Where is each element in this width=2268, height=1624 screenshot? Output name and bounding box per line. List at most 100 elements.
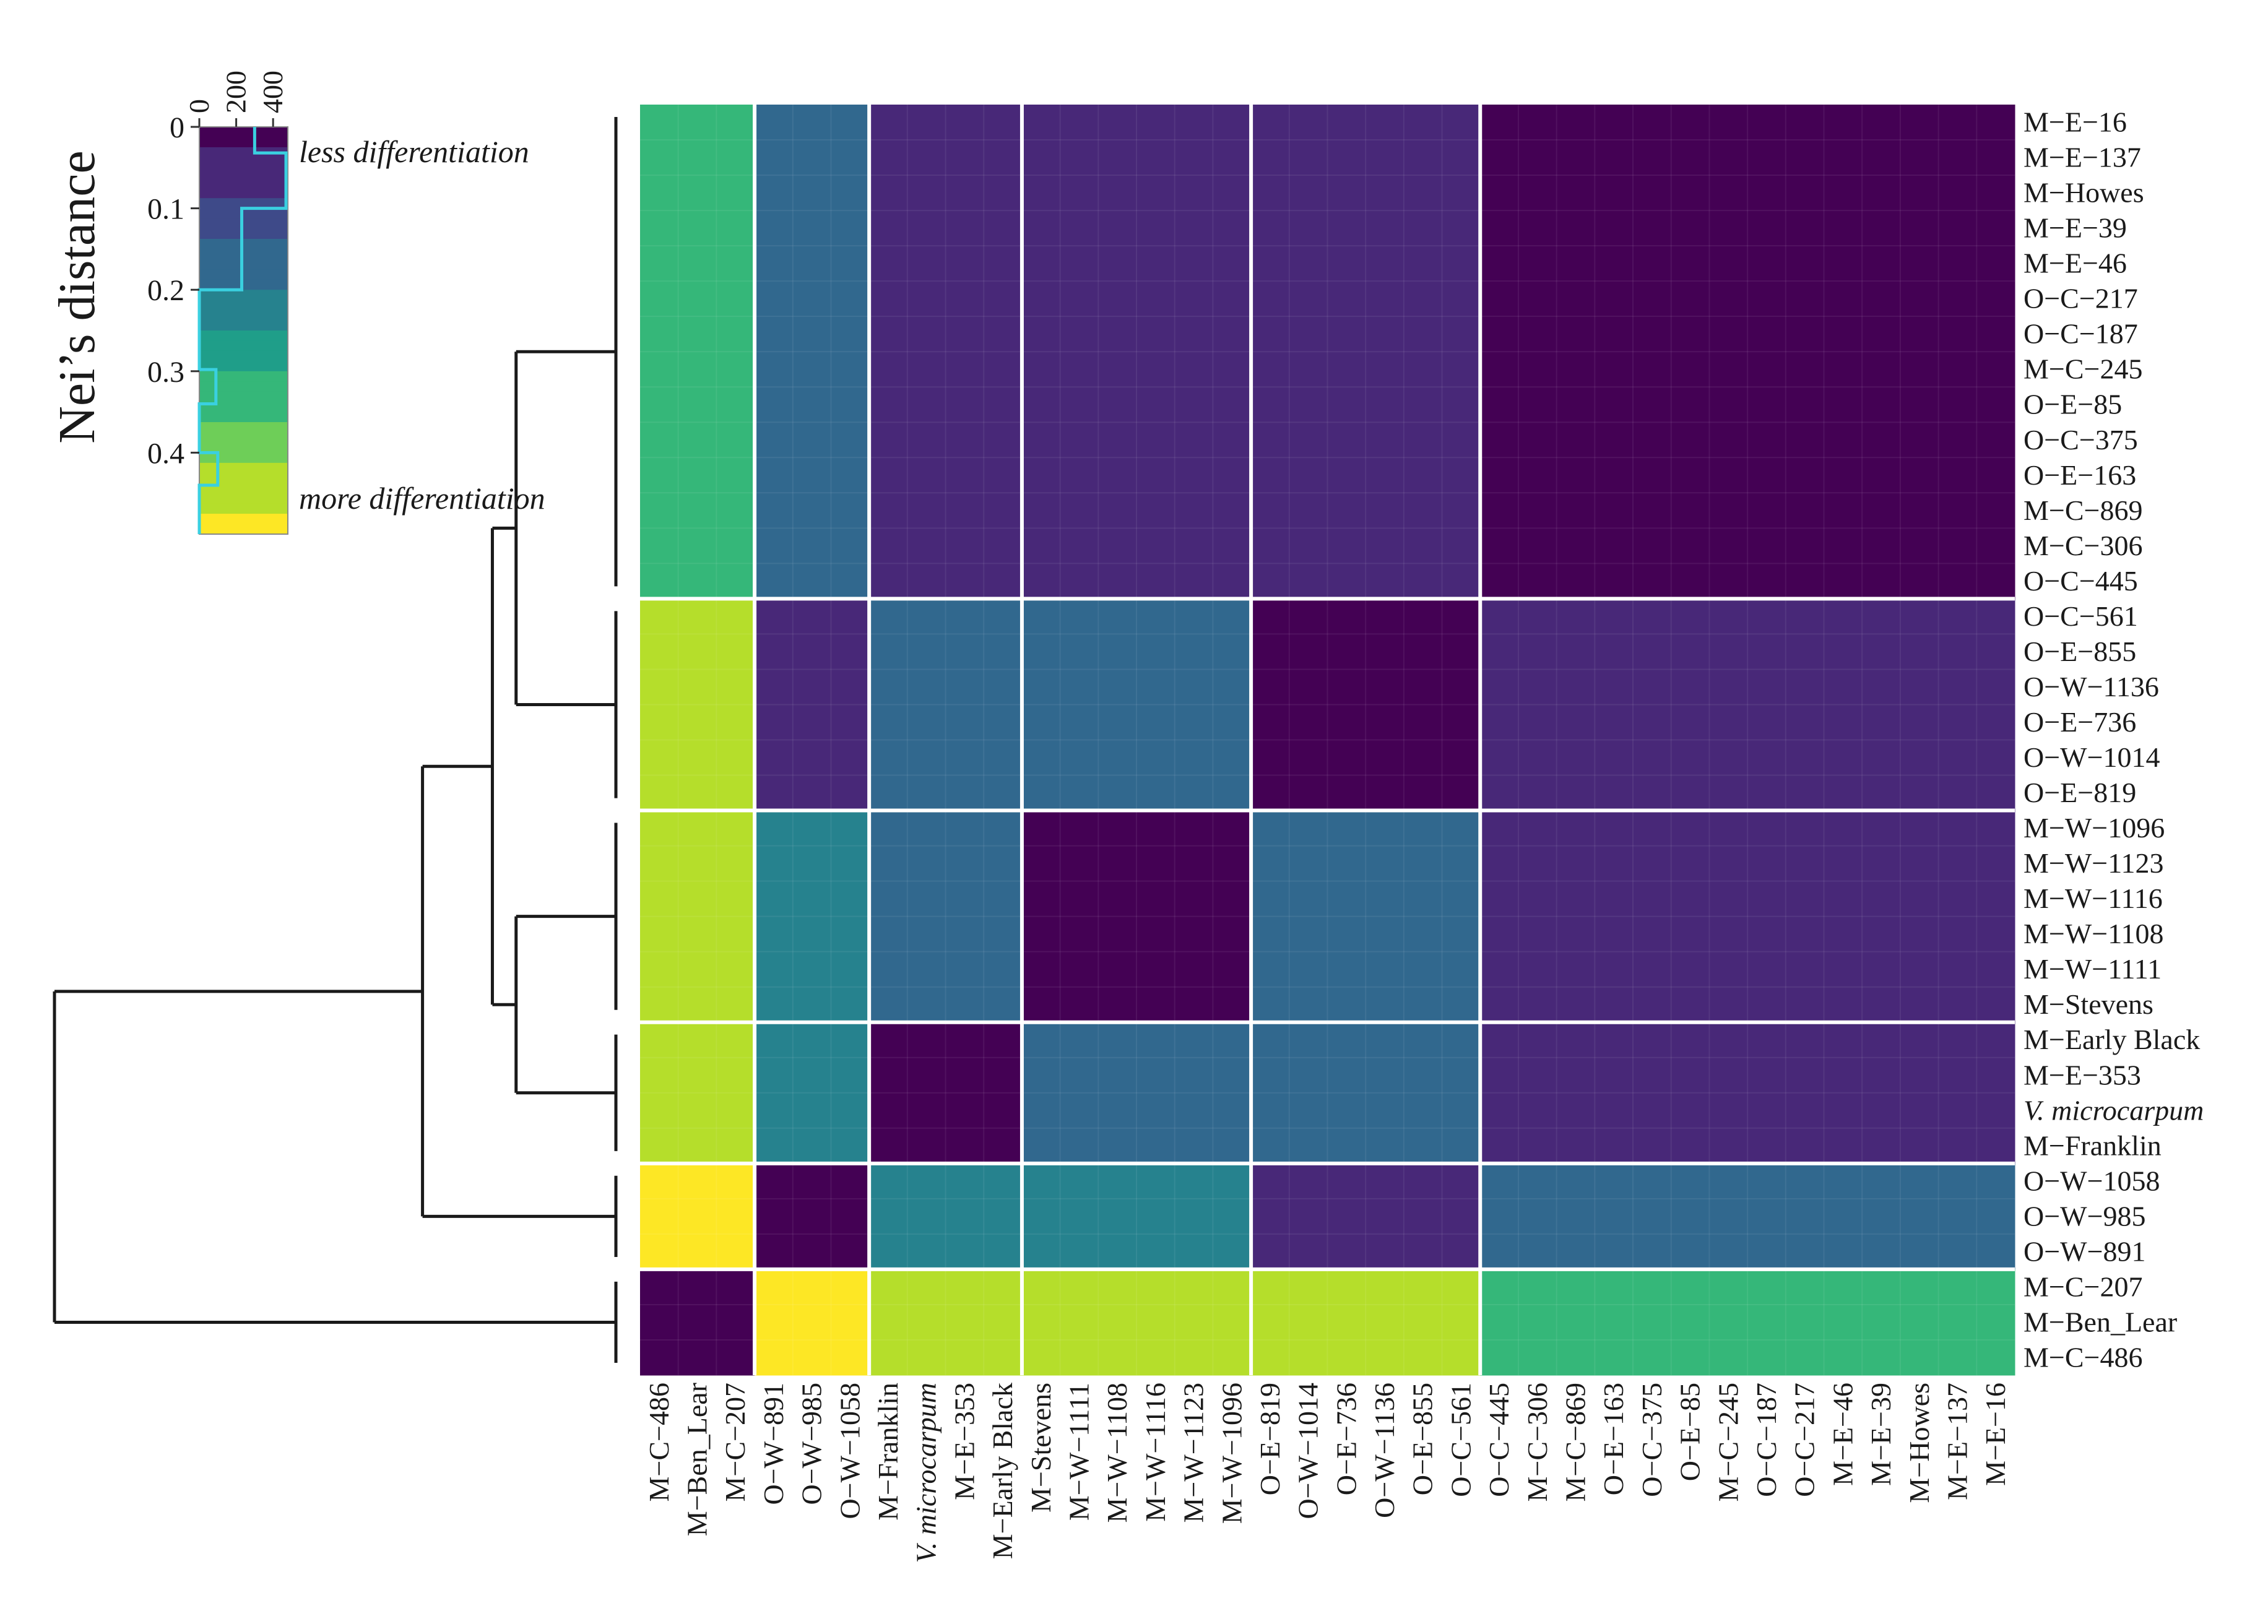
heatmap-block	[1021, 810, 1252, 1023]
row-label: O−W−1136	[2023, 671, 2159, 702]
column-label: M−Franklin	[872, 1383, 904, 1521]
legend-more-label: more differentiation	[299, 481, 545, 516]
heatmap-block	[869, 1022, 1023, 1164]
legend-color-bar	[199, 126, 288, 535]
legend-color-step	[199, 218, 288, 230]
legend-color-step	[199, 412, 288, 423]
legend-tick-label: 0.4	[147, 437, 184, 470]
row-label: O−E−163	[2023, 459, 2136, 491]
legend-color-step	[199, 462, 288, 473]
legend-count-ticks: 0 200 400	[183, 71, 288, 127]
legend-color-step	[199, 524, 288, 535]
heatmap-block	[640, 105, 755, 599]
row-label: O−W−1058	[2023, 1165, 2160, 1196]
legend-color-step	[199, 514, 288, 525]
heatmap-block	[1480, 1163, 2015, 1270]
column-label: M−Ben_Lear	[682, 1383, 713, 1536]
legend-color-step	[199, 127, 288, 138]
column-label: M−C−207	[719, 1383, 751, 1501]
legend-color-step	[199, 279, 288, 290]
heatmap-block	[1251, 810, 1481, 1023]
column-label: M−E−46	[1827, 1383, 1858, 1486]
legend-color-step	[199, 493, 288, 504]
legend-histogram-line	[197, 127, 288, 534]
column-label: O−W−1136	[1369, 1383, 1400, 1518]
heatmap-block	[1480, 810, 2015, 1023]
heatmap-block	[1480, 1022, 2015, 1164]
legend-count-tick-label: 200	[220, 71, 252, 113]
row-label: M−W−1116	[2023, 883, 2163, 914]
row-label: M−E−46	[2023, 248, 2127, 279]
row-label: O−E−85	[2023, 389, 2122, 420]
row-label: O−W−891	[2023, 1235, 2146, 1267]
heatmap-block	[1021, 1163, 1252, 1270]
legend-color-step	[199, 290, 288, 301]
legend-color-step	[199, 330, 288, 342]
legend-color-step	[199, 381, 288, 392]
column-label: O−W−891	[758, 1383, 789, 1505]
column-label: O−E−855	[1407, 1383, 1439, 1495]
legend-color-step	[199, 473, 288, 484]
heatmap-cells	[640, 105, 2015, 1376]
row-label: O−C−187	[2023, 318, 2138, 350]
heatmap-block	[755, 810, 870, 1023]
row-label: M−E−16	[2023, 106, 2127, 138]
legend-color-step	[199, 249, 288, 260]
legend-tick-label: 0	[170, 111, 184, 144]
legend-color-step	[199, 178, 288, 189]
column-labels: M−C−486 M−Ben_Lear M−C−207 O−W−891 O−W−985 O−…	[643, 1383, 2011, 1563]
legend-color-step	[199, 137, 288, 148]
legend-tick-label: 0.1	[147, 193, 184, 226]
heatmap-block	[1021, 105, 1252, 599]
legend-color-step	[199, 228, 288, 240]
column-label: M−Stevens	[1025, 1383, 1057, 1513]
heatmap-block	[1251, 1269, 1481, 1376]
row-label: M−W−1123	[2023, 847, 2164, 879]
row-label: O−C−561	[2023, 600, 2138, 632]
column-label: M−W−1096	[1216, 1383, 1247, 1524]
legend-color-step	[199, 167, 288, 178]
legend-color-step	[199, 422, 288, 433]
column-label: M−W−1108	[1101, 1383, 1133, 1523]
row-label: M−E−137	[2023, 142, 2141, 173]
legend-count-tick-label: 400	[257, 71, 288, 113]
column-label: O−C−217	[1789, 1383, 1820, 1497]
heatmap-block	[1251, 105, 1481, 599]
column-label: M−W−1116	[1140, 1383, 1171, 1522]
row-label: O−C−375	[2023, 424, 2138, 456]
column-label: M−E−16	[1980, 1383, 2011, 1486]
row-label: O−W−1014	[2023, 741, 2160, 773]
legend-color-step	[199, 442, 288, 453]
column-label: M−C−245	[1712, 1383, 1744, 1501]
legend-color-step	[199, 147, 288, 158]
row-label: M−Howes	[2023, 177, 2144, 209]
heatmap-block	[1251, 1163, 1481, 1270]
heatmap-group-dividers	[640, 105, 2015, 1375]
heatmap-block	[640, 1269, 755, 1376]
legend-color-step	[199, 361, 288, 372]
legend-color-step	[199, 310, 288, 321]
legend-color-step	[199, 269, 288, 280]
legend-color-step	[199, 188, 288, 199]
heatmap-block	[869, 1269, 1023, 1376]
heatmap-block	[869, 810, 1023, 1023]
row-label: O−C−217	[2023, 283, 2138, 314]
legend-color-step	[199, 503, 288, 514]
column-label: O−W−1058	[834, 1383, 865, 1519]
column-label: M−E−353	[948, 1383, 980, 1500]
column-label: O−C−445	[1483, 1383, 1515, 1497]
legend-color-step	[199, 432, 288, 443]
heatmap-block	[640, 598, 755, 811]
column-label: O−E−819	[1254, 1383, 1286, 1495]
column-label: M−Early Black	[987, 1383, 1018, 1559]
heatmap-block	[1251, 1022, 1481, 1164]
row-dendrogram	[53, 116, 618, 1363]
legend-color-step	[199, 198, 288, 209]
row-label: M−C−245	[2023, 353, 2142, 385]
legend-color-step	[199, 208, 288, 219]
legend-color-step	[199, 340, 288, 352]
legend-color-step	[199, 157, 288, 168]
legend-distance-ticks: 0 0.1 0.2 0.3 0.4	[147, 111, 199, 470]
